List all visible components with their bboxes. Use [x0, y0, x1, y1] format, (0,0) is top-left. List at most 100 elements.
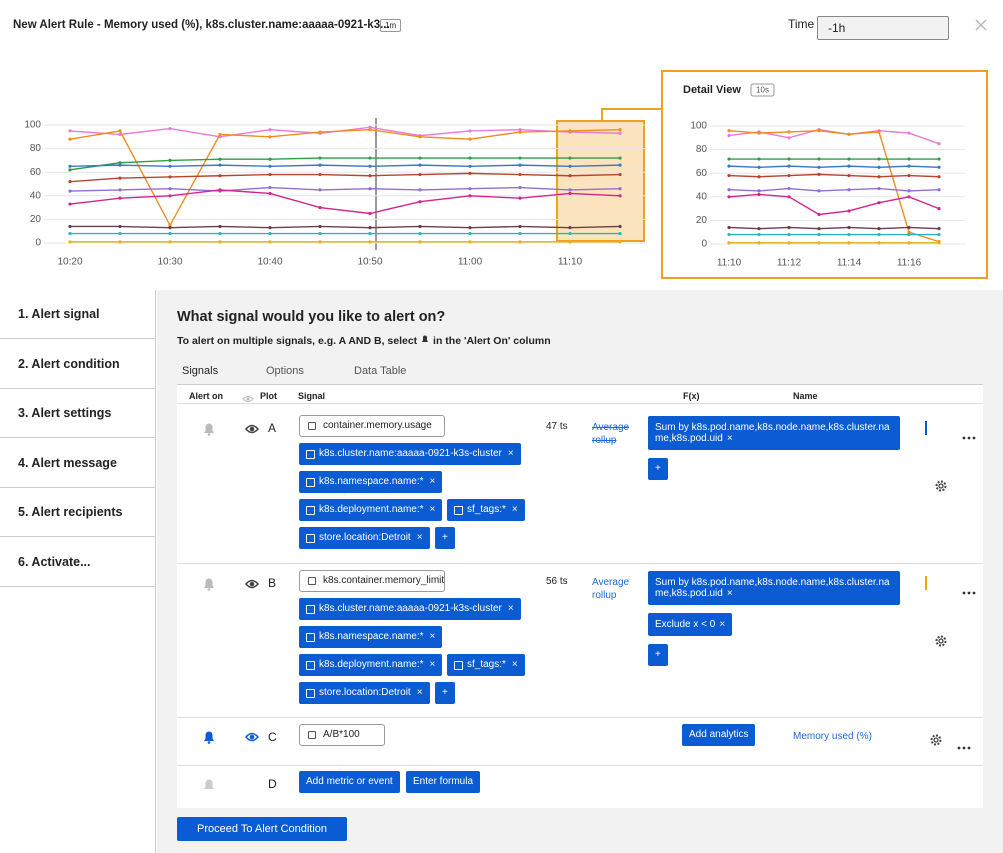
add-function[interactable]: +	[648, 644, 668, 666]
signal-icon	[308, 422, 316, 430]
time-input[interactable]: -1h	[817, 16, 949, 40]
chip-remove[interactable]: ×	[511, 504, 518, 515]
function-chip[interactable]: Exclude x < 0 ×	[648, 613, 733, 636]
data-point	[268, 191, 272, 196]
data-point	[118, 161, 122, 165]
rollup[interactable]: Average rollup	[592, 577, 630, 601]
bell-icon[interactable]	[202, 778, 216, 792]
chip-icon	[306, 633, 315, 642]
gear-icon[interactable]	[929, 733, 943, 747]
proceed-button[interactable]: Proceed To Alert Condition	[177, 817, 348, 841]
add-button[interactable]: Enter formula	[406, 771, 481, 793]
data-point	[518, 128, 522, 132]
bell-icon[interactable]	[202, 577, 216, 591]
bell-icon[interactable]	[202, 730, 216, 744]
text: To alert on multiple signals, e.g. A AND…	[177, 335, 418, 347]
data-point	[518, 130, 522, 134]
y-tick-label: 100	[690, 121, 707, 132]
signal-input[interactable]: container.memory.usage	[299, 415, 445, 437]
add-filter[interactable]: +	[435, 527, 455, 549]
data-point	[68, 224, 72, 229]
chip-remove[interactable]: ×	[429, 631, 436, 642]
function-chip[interactable]: Sum by k8s.pod.name,k8s.node.name,k8s.cl…	[648, 416, 900, 450]
filter-chip[interactable]: sf_tags:* ×	[447, 499, 525, 521]
row-letter: D	[268, 777, 277, 791]
chip-remove[interactable]: ×	[416, 532, 423, 543]
divider	[177, 384, 983, 385]
add-analytics[interactable]: Add analytics	[682, 724, 756, 746]
data-point	[568, 231, 572, 236]
data-point	[118, 224, 122, 229]
chip-remove[interactable]: ×	[511, 659, 518, 670]
data-point	[418, 172, 422, 177]
data-point	[268, 135, 272, 139]
filter-chip[interactable]: k8s.deployment.name:* ×	[299, 654, 443, 676]
step[interactable]: 3. Alert settings	[0, 389, 155, 438]
step[interactable]: 2. Alert condition	[0, 340, 155, 389]
data-point	[318, 206, 322, 210]
chip-remove[interactable]: ×	[726, 588, 733, 599]
data-point	[757, 227, 761, 231]
filter-chip[interactable]: sf_tags:* ×	[447, 654, 525, 676]
step[interactable]: 5. Alert recipients	[0, 488, 155, 537]
filter-chip[interactable]: k8s.cluster.name:aaaaa-0921-k3s-cluster ×	[299, 598, 521, 620]
chip-remove[interactable]: ×	[507, 603, 514, 614]
chip-remove[interactable]: ×	[429, 504, 436, 515]
chip-remove[interactable]: ×	[429, 476, 436, 487]
step[interactable]: 1. Alert signal	[0, 290, 155, 339]
step[interactable]: 4. Alert message	[0, 439, 155, 488]
add-function[interactable]: +	[648, 458, 668, 480]
add-button[interactable]: Add metric or event	[299, 771, 400, 793]
chip-remove[interactable]: ×	[507, 448, 514, 459]
ts-count: 47 ts	[546, 421, 568, 432]
row-letter: A	[268, 421, 277, 435]
more-icon-glyph	[962, 436, 976, 440]
signal-input[interactable]: A/B*100	[299, 724, 385, 746]
chip-remove[interactable]: ×	[429, 659, 436, 670]
column-header: Alert on	[189, 391, 224, 401]
add-filter[interactable]: +	[435, 682, 455, 704]
chip-remove[interactable]: ×	[719, 619, 726, 630]
eye-icon[interactable]	[245, 577, 259, 591]
filter-chip[interactable]: k8s.namespace.name:* ×	[299, 471, 443, 493]
chip-text: k8s.deployment.name:*	[319, 504, 424, 515]
filter-chip[interactable]: k8s.deployment.name:* ×	[299, 499, 443, 521]
filter-chip[interactable]: store.location:Detroit ×	[299, 527, 430, 549]
data-point	[168, 231, 172, 236]
more-icon[interactable]	[962, 583, 976, 595]
tab[interactable]: Data Table	[354, 365, 407, 377]
step[interactable]: 6. Activate...	[0, 538, 155, 587]
filter-chip[interactable]: k8s.cluster.name:aaaaa-0921-k3s-cluster ×	[299, 443, 521, 465]
tab[interactable]: Options	[266, 365, 304, 377]
chip-remove[interactable]: ×	[726, 433, 733, 444]
bell-icon-glyph	[204, 731, 214, 744]
close-icon[interactable]	[975, 19, 987, 31]
function-chip[interactable]: Sum by k8s.pod.name,k8s.node.name,k8s.cl…	[648, 571, 900, 605]
chip-remove[interactable]: ×	[416, 687, 423, 698]
filter-chip[interactable]: store.location:Detroit ×	[299, 682, 430, 704]
filter-chip[interactable]: k8s.namespace.name:* ×	[299, 626, 443, 648]
data-point	[468, 164, 472, 168]
more-icon[interactable]	[962, 428, 976, 440]
chip-text: store.location:Detroit	[319, 532, 411, 543]
function-text: Exclude x < 0	[655, 619, 716, 630]
column-header: F(x)	[683, 391, 700, 401]
more-icon[interactable]	[957, 738, 971, 750]
data-point	[418, 188, 422, 192]
gear-icon[interactable]	[934, 479, 948, 493]
x-tick-label: 11:16	[897, 258, 922, 269]
eye-icon[interactable]	[245, 730, 259, 744]
data-point	[937, 157, 941, 161]
data-point	[877, 130, 881, 134]
signal-input[interactable]: k8s.container.memory_limit	[299, 570, 445, 592]
data-point	[68, 164, 72, 168]
gear-icon[interactable]	[934, 634, 948, 648]
rollup[interactable]: Average rollup	[592, 422, 630, 446]
eye-icon[interactable]	[245, 422, 259, 436]
tab[interactable]: Signals	[182, 365, 219, 377]
bell-icon[interactable]	[202, 422, 216, 436]
data-point	[518, 163, 522, 167]
data-point	[877, 232, 881, 237]
plot-name[interactable]: Memory used (%)	[793, 731, 872, 742]
data-point	[318, 224, 322, 229]
